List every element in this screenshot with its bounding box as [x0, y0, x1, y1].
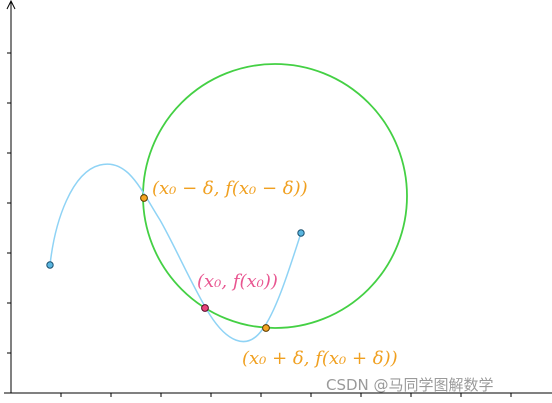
- point-x0: [201, 304, 209, 312]
- curve-endpoint-left: [46, 261, 54, 269]
- point-x0-minus-delta: [140, 194, 148, 202]
- watermark-text: CSDN @马同学图解数学: [326, 376, 494, 394]
- x-axis-ticks: [60, 393, 512, 397]
- curve-endpoint-right: [297, 229, 305, 237]
- axes: [4, 0, 552, 397]
- label-x0-plus-delta: (x₀ + δ, f(x₀ + δ)): [242, 348, 398, 369]
- label-x0-minus-delta: (x₀ − δ, f(x₀ − δ)): [152, 178, 308, 199]
- y-axis-arrow-icon: [6, 0, 16, 10]
- y-axis-ticks: [7, 52, 11, 354]
- label-x0: (x₀, f(x₀)): [197, 271, 278, 292]
- point-x0-plus-delta: [262, 324, 270, 332]
- function-curve: [49, 163, 302, 343]
